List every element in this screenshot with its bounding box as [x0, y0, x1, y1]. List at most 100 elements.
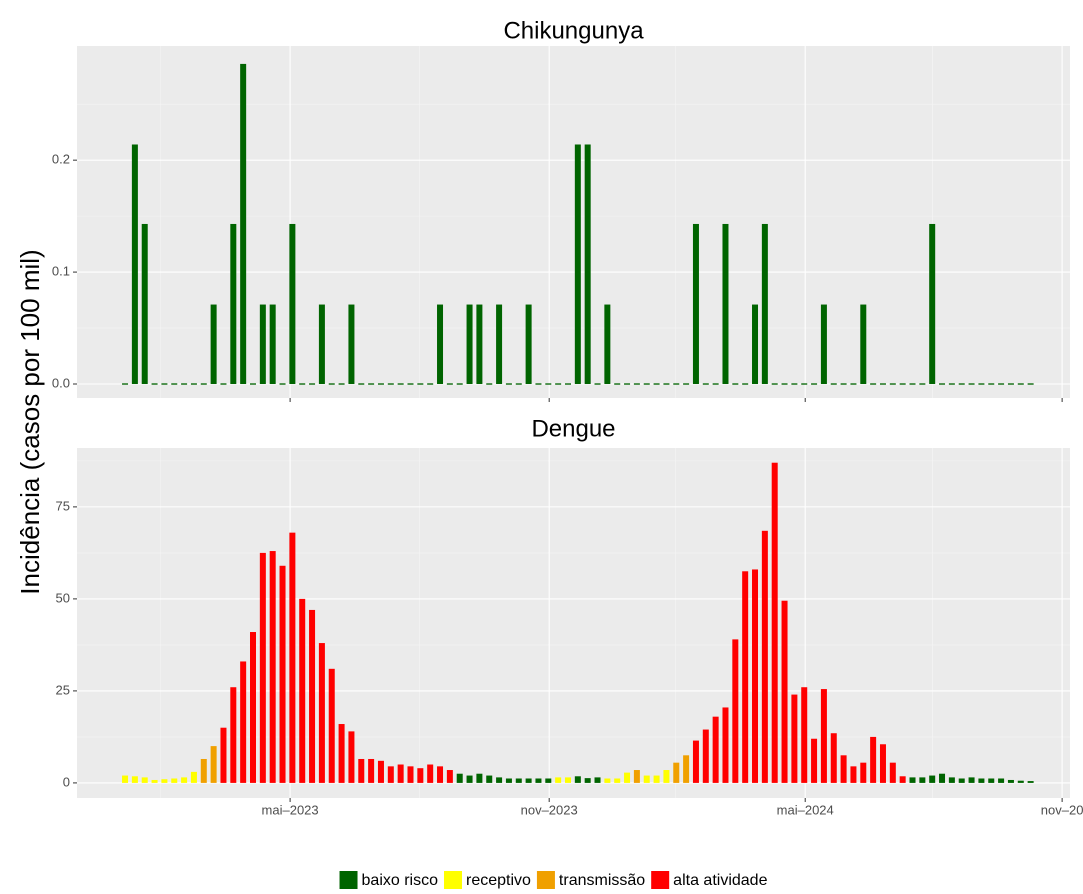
bar	[840, 383, 847, 385]
bar	[889, 383, 896, 385]
bar	[909, 777, 916, 783]
bar	[889, 762, 896, 783]
bar	[653, 775, 660, 783]
bar	[279, 383, 286, 385]
bar	[663, 770, 670, 783]
bar	[1017, 383, 1024, 385]
bar	[870, 383, 877, 385]
bar	[771, 462, 778, 783]
bar	[801, 383, 808, 385]
bar	[338, 383, 345, 385]
bar	[377, 383, 384, 385]
bar	[692, 740, 699, 783]
bar	[131, 776, 138, 783]
bar	[427, 383, 434, 385]
bar	[781, 600, 788, 783]
bar	[328, 668, 335, 783]
x-tick-label: mai–2024	[777, 802, 834, 817]
bar	[958, 383, 965, 385]
bar	[299, 598, 306, 783]
y-tick-label: 0.1	[52, 264, 70, 279]
bar	[505, 778, 512, 783]
legend-label: alta atividade	[673, 872, 767, 889]
bar	[801, 687, 808, 783]
bar	[328, 383, 335, 385]
bar	[968, 777, 975, 783]
y-tick-label: 0.0	[52, 375, 70, 390]
bar	[860, 304, 867, 385]
bar	[200, 758, 207, 783]
bar	[840, 755, 847, 783]
bar	[791, 694, 798, 783]
bar	[220, 383, 227, 385]
bar	[417, 768, 424, 783]
bar	[939, 773, 946, 783]
bar	[476, 304, 483, 385]
bar	[978, 383, 985, 385]
bar	[535, 778, 542, 783]
bar	[879, 383, 886, 385]
bar	[181, 777, 188, 783]
bar	[318, 643, 325, 783]
bar	[594, 383, 601, 385]
bar	[220, 727, 227, 783]
bar	[279, 565, 286, 783]
bar	[899, 776, 906, 783]
bar	[397, 383, 404, 385]
bar	[240, 661, 247, 783]
bar	[761, 530, 768, 783]
bar	[515, 778, 522, 783]
bar	[584, 144, 591, 385]
bar	[181, 383, 188, 385]
bar	[476, 773, 483, 783]
bar	[870, 736, 877, 783]
x-tick-label: mai–2023	[262, 802, 319, 817]
bar	[387, 766, 394, 783]
bar	[171, 383, 178, 385]
bar	[643, 775, 650, 783]
bar	[919, 777, 926, 783]
bar	[781, 383, 788, 385]
bar	[830, 733, 837, 783]
legend-swatch	[444, 871, 463, 889]
bar	[948, 777, 955, 783]
bar	[299, 383, 306, 385]
bar	[899, 383, 906, 385]
bar	[505, 383, 512, 385]
bar	[190, 771, 197, 783]
bar	[427, 764, 434, 783]
bar	[230, 687, 237, 783]
bar	[1007, 383, 1014, 385]
bar	[466, 775, 473, 783]
bar	[161, 779, 168, 783]
bar	[397, 764, 404, 783]
bar	[1007, 779, 1014, 783]
bar	[633, 770, 640, 783]
bar	[879, 744, 886, 783]
bar	[594, 777, 601, 783]
bar	[141, 223, 148, 385]
bar	[289, 223, 296, 385]
bar	[742, 571, 749, 783]
bar	[269, 304, 276, 385]
bar	[269, 551, 276, 783]
x-tick-label: nov–2023	[521, 802, 578, 817]
bar	[249, 632, 256, 783]
bar	[722, 223, 729, 385]
panel-title: Chikungunya	[503, 17, 644, 44]
bar	[151, 779, 158, 783]
bar	[791, 383, 798, 385]
bar	[515, 383, 522, 385]
bar	[919, 383, 926, 385]
bar	[860, 762, 867, 783]
bar	[368, 383, 375, 385]
bar	[742, 383, 749, 385]
bar	[259, 552, 266, 783]
bar	[210, 746, 217, 783]
bar	[151, 383, 158, 385]
bar	[929, 775, 936, 783]
legend-label: receptivo	[466, 872, 531, 889]
bar	[555, 383, 562, 385]
legend-swatch	[536, 871, 555, 889]
bar	[446, 383, 453, 385]
